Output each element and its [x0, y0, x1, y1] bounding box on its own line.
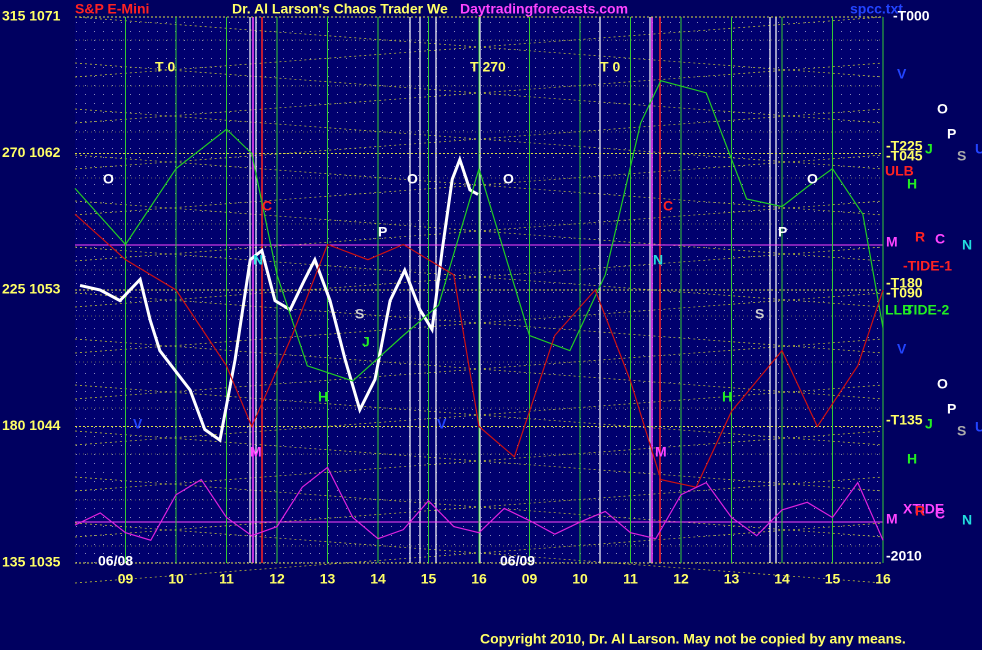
x-tick-label: 16: [471, 571, 487, 587]
annotation: O: [103, 171, 114, 187]
annotation: T 0: [600, 59, 620, 75]
y-tick-label: 135 1035: [2, 554, 61, 570]
x-tick-label: 10: [572, 571, 588, 587]
annotation: M: [655, 444, 667, 460]
annotation: -T180: [886, 275, 923, 291]
annotation: S: [957, 423, 966, 439]
annotation: -T045: [886, 148, 923, 164]
y-tick-label: 315 1071: [2, 8, 61, 24]
annotation: P: [947, 401, 956, 417]
annotation: P: [378, 224, 387, 240]
annotation: -T225: [886, 138, 923, 154]
annotation: -2010: [886, 548, 922, 564]
x-tick-label: 13: [724, 571, 740, 587]
cycle-line: [74, 79, 884, 382]
annotation: N: [962, 237, 972, 253]
annotation: -T135: [886, 412, 923, 428]
x-tick-label: 09: [118, 571, 134, 587]
annotation: V: [437, 416, 447, 432]
annotation: TIDE-2: [905, 302, 950, 318]
cycle-line: [74, 213, 884, 488]
y-tick-label: 180 1044: [2, 417, 61, 433]
annotation: H: [907, 176, 917, 192]
annotation: N: [962, 512, 972, 528]
annotation: U: [975, 419, 982, 435]
instrument: S&P E-Mini: [75, 1, 149, 17]
site: Daytradingforecasts.com: [460, 1, 628, 17]
annotation: P: [778, 224, 787, 240]
annotation: O: [807, 171, 818, 187]
annotation: J: [925, 416, 933, 432]
annotation: V: [133, 416, 143, 432]
x-tick-label: 15: [825, 571, 841, 587]
title: Dr. Al Larson's Chaos Trader We: [232, 1, 448, 17]
annotation: ULB: [885, 163, 914, 179]
x-tick-label: 12: [269, 571, 285, 587]
x-tick-label: 14: [370, 571, 386, 587]
x-tick-label: 15: [421, 571, 437, 587]
annotation: T 0: [155, 59, 175, 75]
annotation: H: [722, 389, 732, 405]
annotation: S: [957, 148, 966, 164]
price-line: [79, 155, 479, 443]
annotation: M: [886, 511, 898, 527]
y-tick-label: 225 1053: [2, 281, 61, 297]
annotation: O: [937, 376, 948, 392]
y-tick-label: 270 1062: [2, 144, 61, 160]
annotation: R: [915, 503, 925, 519]
annotation: XTIDE: [903, 501, 944, 517]
annotation: 06/08: [98, 553, 133, 569]
file-name: spcc.txt: [850, 1, 903, 17]
copyright: Copyright 2010, Dr. Al Larson. May not b…: [480, 631, 906, 647]
annotation: R: [915, 229, 925, 245]
annotation: U: [975, 141, 982, 157]
annotation: T 270: [470, 59, 506, 75]
annotation: M: [886, 234, 898, 250]
x-tick-label: 12: [673, 571, 689, 587]
annotation: S: [355, 306, 364, 322]
x-tick-label: 14: [774, 571, 790, 587]
annotation: O: [937, 101, 948, 117]
x-tick-label: 11: [623, 571, 638, 587]
annotation: C: [262, 198, 272, 214]
annotation: M: [250, 444, 262, 460]
x-tick-label: 16: [875, 571, 891, 587]
annotation: 06/09: [500, 553, 535, 569]
annotation: -T090: [886, 285, 923, 301]
x-tick-label: 10: [168, 571, 184, 587]
annotation: O: [407, 171, 418, 187]
annotation: H: [907, 451, 917, 467]
annotation: N: [653, 252, 663, 268]
x-tick-label: 11: [219, 571, 234, 587]
annotation: LLB: [885, 302, 912, 318]
annotation: V: [897, 66, 907, 82]
annotation: J: [925, 141, 933, 157]
annotation: V: [897, 341, 907, 357]
annotation: N: [253, 252, 263, 268]
annotation: H: [318, 389, 328, 405]
x-tick-label: 09: [522, 571, 538, 587]
annotation: C: [663, 198, 673, 214]
annotation: P: [947, 126, 956, 142]
annotation: C: [935, 506, 945, 522]
annotation: O: [503, 171, 514, 187]
annotation: -T000: [893, 8, 930, 24]
annotation: S: [755, 306, 764, 322]
annotation: -TIDE-1: [903, 258, 952, 274]
annotation: C: [935, 231, 945, 247]
annotation: J: [362, 334, 370, 350]
x-tick-label: 13: [320, 571, 336, 587]
cycle-line: [74, 466, 884, 541]
